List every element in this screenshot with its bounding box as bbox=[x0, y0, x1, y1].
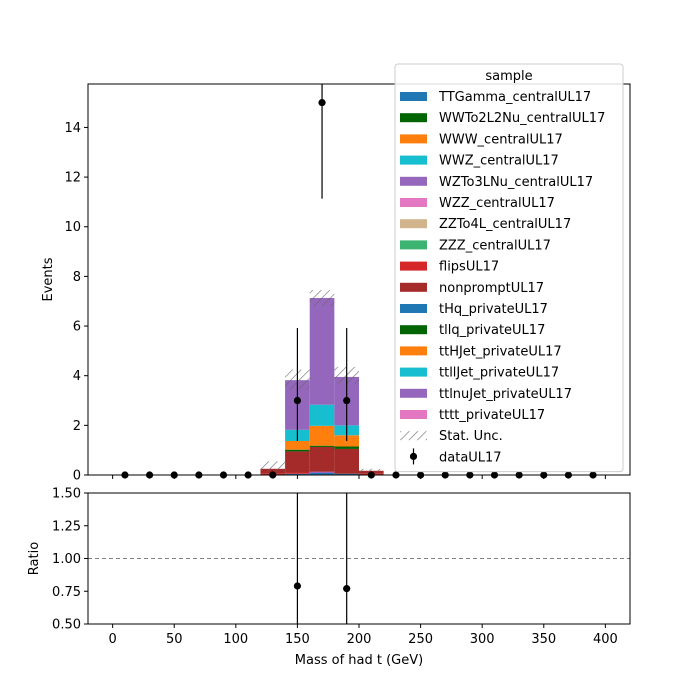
ytick-label: 8 bbox=[73, 270, 81, 285]
legend-swatch bbox=[400, 155, 427, 165]
bar-tllq_privateUL17-180 bbox=[334, 446, 359, 449]
legend-swatch bbox=[400, 240, 427, 250]
ytick-label: 14 bbox=[64, 121, 81, 136]
xtick-label: 150 bbox=[285, 632, 310, 647]
bar-nonpromptUL17-140 bbox=[285, 451, 310, 473]
bar-nonpromptUL17-180 bbox=[334, 448, 359, 474]
bar-ttllJet_privateUL17-160 bbox=[309, 404, 335, 426]
bar-tllq_privateUL17-140 bbox=[285, 449, 310, 452]
legend: sample TTGamma_centralUL17 WWTo2L2Nu_centr… bbox=[394, 63, 624, 473]
legend-swatch bbox=[400, 219, 427, 229]
bar-TTGamma_centralUL17-180 bbox=[334, 473, 359, 475]
legend-swatch bbox=[400, 134, 427, 144]
ratio-panel: 0.50 0.75 1.00 1.25 1.50 0 50 100 150 200 250 300 3… bbox=[27, 487, 631, 668]
legend-label: ttlnuJet_privateUL17 bbox=[439, 387, 572, 402]
legend-label: tttt_privateUL17 bbox=[439, 408, 545, 423]
legend-label: ZZZ_centralUL17 bbox=[439, 238, 551, 253]
ratio-y-ticks: 0.50 0.75 1.00 1.25 1.50 bbox=[52, 487, 88, 633]
xtick-label: 300 bbox=[470, 632, 495, 647]
legend-swatch bbox=[400, 282, 427, 292]
ratio-point-150 bbox=[293, 582, 302, 590]
main-x-ticks bbox=[112, 475, 606, 479]
bar-ttHJet_privateUL17-140 bbox=[285, 440, 310, 450]
main-panel: 0 2 4 6 8 10 12 14 Events bbox=[41, 83, 631, 484]
stat-unc-band-160 bbox=[309, 290, 335, 307]
ratio-point-190 bbox=[343, 585, 351, 593]
bar-TTGamma_centralUL17-140 bbox=[285, 473, 310, 475]
ratio-axis-label: Ratio bbox=[27, 542, 42, 575]
xtick-label: 0 bbox=[108, 632, 116, 647]
bar-TTGamma_centralUL17-160 bbox=[309, 473, 335, 475]
ytick-label: 2 bbox=[73, 419, 81, 434]
ytick-label: 10 bbox=[64, 220, 81, 235]
stat-unc-band-120 bbox=[260, 461, 286, 472]
legend-label: flipsUL17 bbox=[439, 260, 499, 275]
legend-data-marker bbox=[409, 452, 418, 460]
xtick-label: 350 bbox=[531, 632, 556, 647]
legend-box bbox=[394, 63, 624, 473]
legend-swatch bbox=[400, 367, 427, 377]
x-axis-label: Mass of had t (GeV) bbox=[295, 653, 423, 668]
legend-label: WWTo2L2Nu_centralUL17 bbox=[439, 111, 605, 126]
legend-label: WWW_centralUL17 bbox=[439, 132, 563, 147]
legend-label: tHq_privateUL17 bbox=[439, 302, 548, 317]
main-y-ticks: 0 2 4 6 8 10 12 14 bbox=[64, 121, 88, 484]
legend-label: ZZTo4L_centralUL17 bbox=[439, 217, 571, 232]
legend-swatch bbox=[400, 388, 427, 398]
legend-label: ttllJet_privateUL17 bbox=[439, 366, 559, 381]
legend-swatch bbox=[400, 113, 427, 123]
xtick-label: 50 bbox=[166, 632, 183, 647]
legend-swatch bbox=[400, 92, 427, 101]
legend-swatch-stat-unc bbox=[400, 431, 427, 441]
data-point-190 bbox=[343, 396, 351, 405]
y-axis-label: Events bbox=[41, 257, 56, 301]
stat-unc-band-200 bbox=[359, 468, 384, 473]
data-point-150 bbox=[293, 396, 302, 405]
legend-label: ttHJet_privateUL17 bbox=[439, 344, 562, 359]
ytick-label: 6 bbox=[73, 320, 81, 335]
bar-WZTo3LNu_centralUL17-160 bbox=[309, 471, 335, 474]
ratio-ytick-label: 1.50 bbox=[52, 487, 81, 502]
ratio-ytick-label: 0.50 bbox=[52, 618, 81, 633]
ytick-label: 12 bbox=[64, 171, 81, 186]
ratio-ytick-label: 1.00 bbox=[52, 552, 81, 567]
legend-label: TTGamma_centralUL17 bbox=[438, 90, 591, 105]
ratio-points bbox=[293, 493, 351, 624]
legend-title: sample bbox=[485, 69, 532, 84]
legend-label: WZZ_centralUL17 bbox=[439, 196, 555, 211]
bar-ttHJet_privateUL17-160 bbox=[309, 425, 335, 446]
legend-swatch bbox=[400, 176, 427, 186]
bar-nonpromptUL17-160 bbox=[309, 446, 335, 472]
ratio-x-ticks: 0 50 100 150 200 250 300 350 400 bbox=[108, 624, 618, 647]
legend-label: tllq_privateUL17 bbox=[439, 323, 545, 338]
legend-swatch bbox=[400, 304, 427, 313]
legend-label: WWZ_centralUL17 bbox=[439, 154, 559, 169]
legend-swatch bbox=[400, 410, 427, 419]
ytick-label: 0 bbox=[73, 469, 81, 484]
legend-swatch bbox=[400, 261, 427, 271]
ytick-label: 4 bbox=[73, 369, 81, 384]
legend-label: WZTo3LNu_centralUL17 bbox=[439, 175, 593, 190]
ratio-ytick-label: 1.25 bbox=[52, 519, 81, 534]
bar-flipsUL17-140 bbox=[285, 472, 310, 474]
bar-tllq_privateUL17-160 bbox=[309, 445, 335, 447]
ratio-ytick-label: 0.75 bbox=[52, 585, 81, 600]
legend-swatch bbox=[400, 198, 427, 207]
legend-swatch bbox=[400, 346, 427, 356]
xtick-label: 100 bbox=[223, 632, 248, 647]
legend-swatch bbox=[400, 325, 427, 335]
xtick-label: 400 bbox=[593, 632, 618, 647]
xtick-label: 200 bbox=[347, 632, 372, 647]
legend-label: Stat. Unc. bbox=[439, 429, 503, 444]
legend-label: dataUL17 bbox=[439, 450, 502, 465]
bar-ttlnuJet_privateUL17-160 bbox=[309, 297, 335, 405]
legend-label: nonpromptUL17 bbox=[439, 281, 544, 296]
xtick-label: 250 bbox=[408, 632, 433, 647]
data-point-170 bbox=[318, 99, 326, 107]
